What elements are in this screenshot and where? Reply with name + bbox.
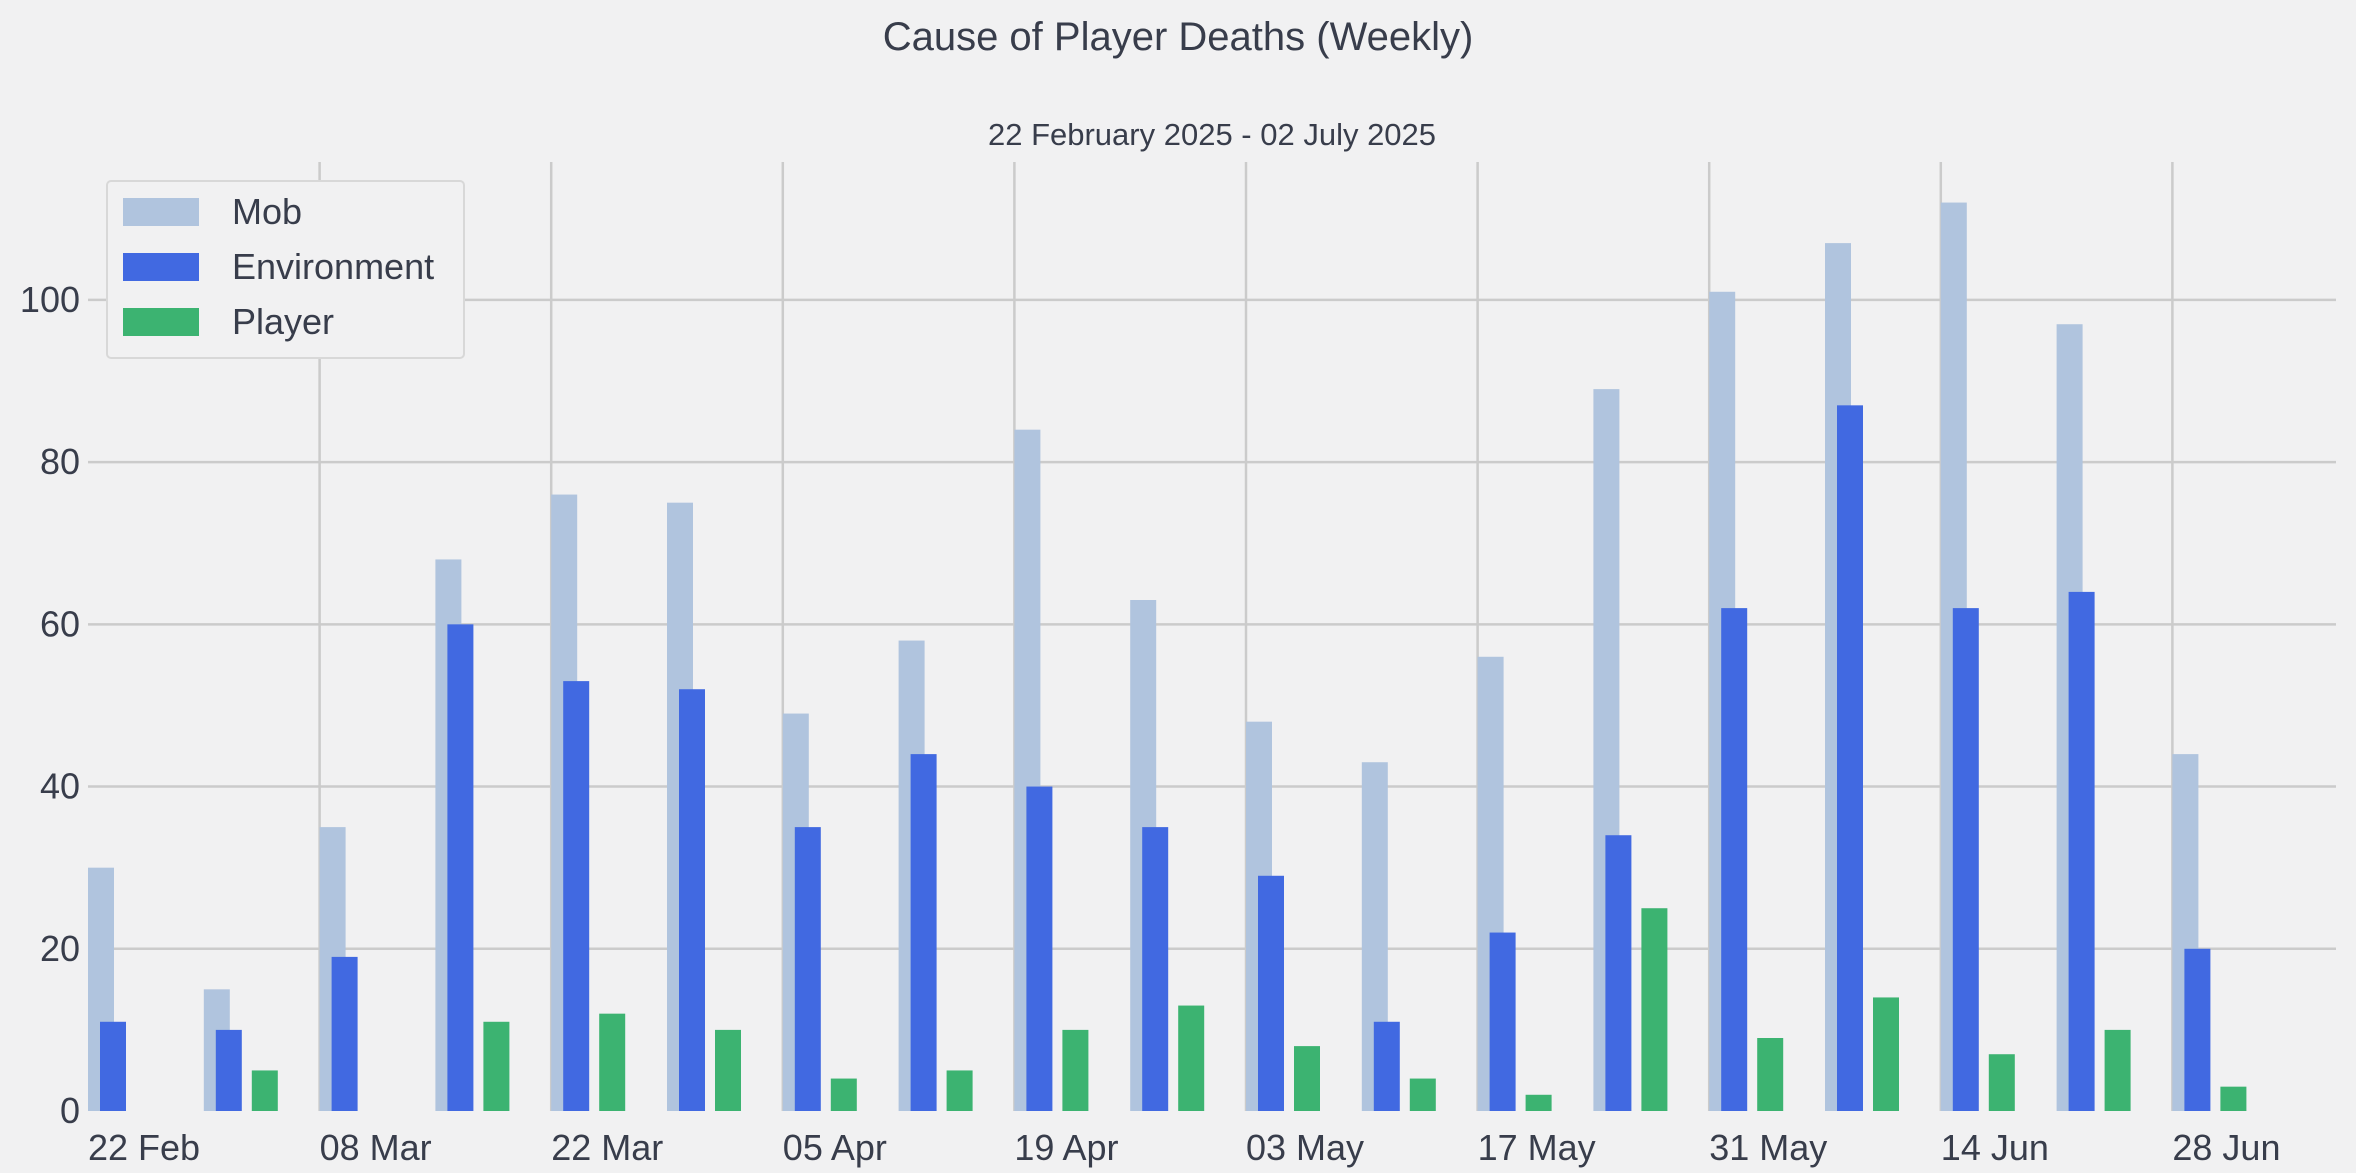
bar-environment-2025-06-21 xyxy=(2068,591,2095,1111)
bar-player-2025-06-21 xyxy=(2104,1029,2131,1111)
bar-player-2025-06-28 xyxy=(2220,1086,2247,1111)
x-tick-label: 19 Apr xyxy=(1014,1127,1118,1168)
x-tick-label: 31 May xyxy=(1709,1127,1827,1168)
y-tick-label: 80 xyxy=(40,441,80,482)
bar-player-2025-03-29 xyxy=(715,1029,741,1111)
y-tick-label: 20 xyxy=(40,928,80,969)
legend-swatch-mob xyxy=(123,198,199,226)
bar-player-2025-03-15 xyxy=(483,1021,510,1111)
bar-player-2025-05-31 xyxy=(1757,1038,1784,1111)
x-tick-label: 22 Feb xyxy=(88,1127,200,1168)
bar-player-2025-06-07 xyxy=(1873,997,1899,1111)
legend-label-environment: Environment xyxy=(232,246,434,287)
bar-environment-2025-02-22 xyxy=(100,1021,126,1111)
bar-player-2025-05-10 xyxy=(1409,1078,1436,1111)
legend: Mob Environment Player xyxy=(106,180,465,359)
x-tick-label: 03 May xyxy=(1246,1127,1364,1168)
bar-environment-2025-05-03 xyxy=(1258,875,1284,1111)
y-tick-label: 60 xyxy=(40,603,80,644)
bar-player-2025-04-19 xyxy=(1062,1029,1089,1111)
bar-environment-2025-03-22 xyxy=(563,681,590,1111)
bar-environment-2025-06-28 xyxy=(2184,948,2211,1111)
y-tick-label: 0 xyxy=(60,1090,80,1131)
bar-environment-2025-03-15 xyxy=(447,624,474,1111)
bar-player-2025-04-12 xyxy=(946,1070,973,1111)
x-tick-label: 28 Jun xyxy=(2172,1127,2280,1168)
axes: 0 20 40 60 80 100 22 Feb 08 Mar 22 Mar 05 Apr 19 A… xyxy=(20,279,2281,1168)
bar-environment-2025-05-17 xyxy=(1489,932,1516,1111)
bar-environment-2025-04-12 xyxy=(910,754,937,1111)
bar-environment-2025-04-26 xyxy=(1142,827,1169,1111)
legend-swatch-environment xyxy=(123,253,199,281)
bars xyxy=(88,202,2247,1112)
chart-title: Cause of Player Deaths (Weekly) xyxy=(883,15,1474,59)
bar-player-2025-03-01 xyxy=(251,1070,278,1111)
bar-player-2025-05-03 xyxy=(1294,1046,1320,1111)
legend-label-player: Player xyxy=(232,301,334,342)
y-tick-label: 40 xyxy=(40,766,80,807)
chart-subtitle: 22 February 2025 - 02 July 2025 xyxy=(988,117,1436,152)
x-tick-label: 22 Mar xyxy=(551,1127,663,1168)
bar-environment-2025-06-14 xyxy=(1952,608,1979,1111)
bar-player-2025-06-14 xyxy=(1988,1054,2015,1111)
x-tick-label: 17 May xyxy=(1478,1127,1596,1168)
y-tick-label: 100 xyxy=(20,279,80,320)
bar-environment-2025-03-08 xyxy=(331,956,358,1111)
x-tick-label: 14 Jun xyxy=(1941,1127,2049,1168)
bar-player-2025-05-24 xyxy=(1641,908,1668,1111)
legend-swatch-player xyxy=(123,308,199,336)
bar-player-2025-03-22 xyxy=(599,1013,626,1111)
bar-environment-2025-05-24 xyxy=(1605,835,1632,1111)
bar-player-2025-04-05 xyxy=(830,1078,857,1111)
bar-player-2025-04-26 xyxy=(1178,1005,1205,1111)
bar-environment-2025-03-29 xyxy=(679,689,705,1111)
bar-environment-2025-05-10 xyxy=(1373,1021,1400,1111)
bar-environment-2025-06-07 xyxy=(1837,405,1863,1111)
legend-label-mob: Mob xyxy=(232,191,302,232)
bar-environment-2025-05-31 xyxy=(1721,608,1748,1111)
x-tick-label: 08 Mar xyxy=(320,1127,432,1168)
x-tick-label: 05 Apr xyxy=(783,1127,887,1168)
bar-environment-2025-04-19 xyxy=(1026,786,1053,1111)
bar-environment-2025-03-01 xyxy=(215,1029,242,1111)
bar-player-2025-05-17 xyxy=(1525,1094,1552,1111)
bar-environment-2025-04-05 xyxy=(794,827,821,1111)
